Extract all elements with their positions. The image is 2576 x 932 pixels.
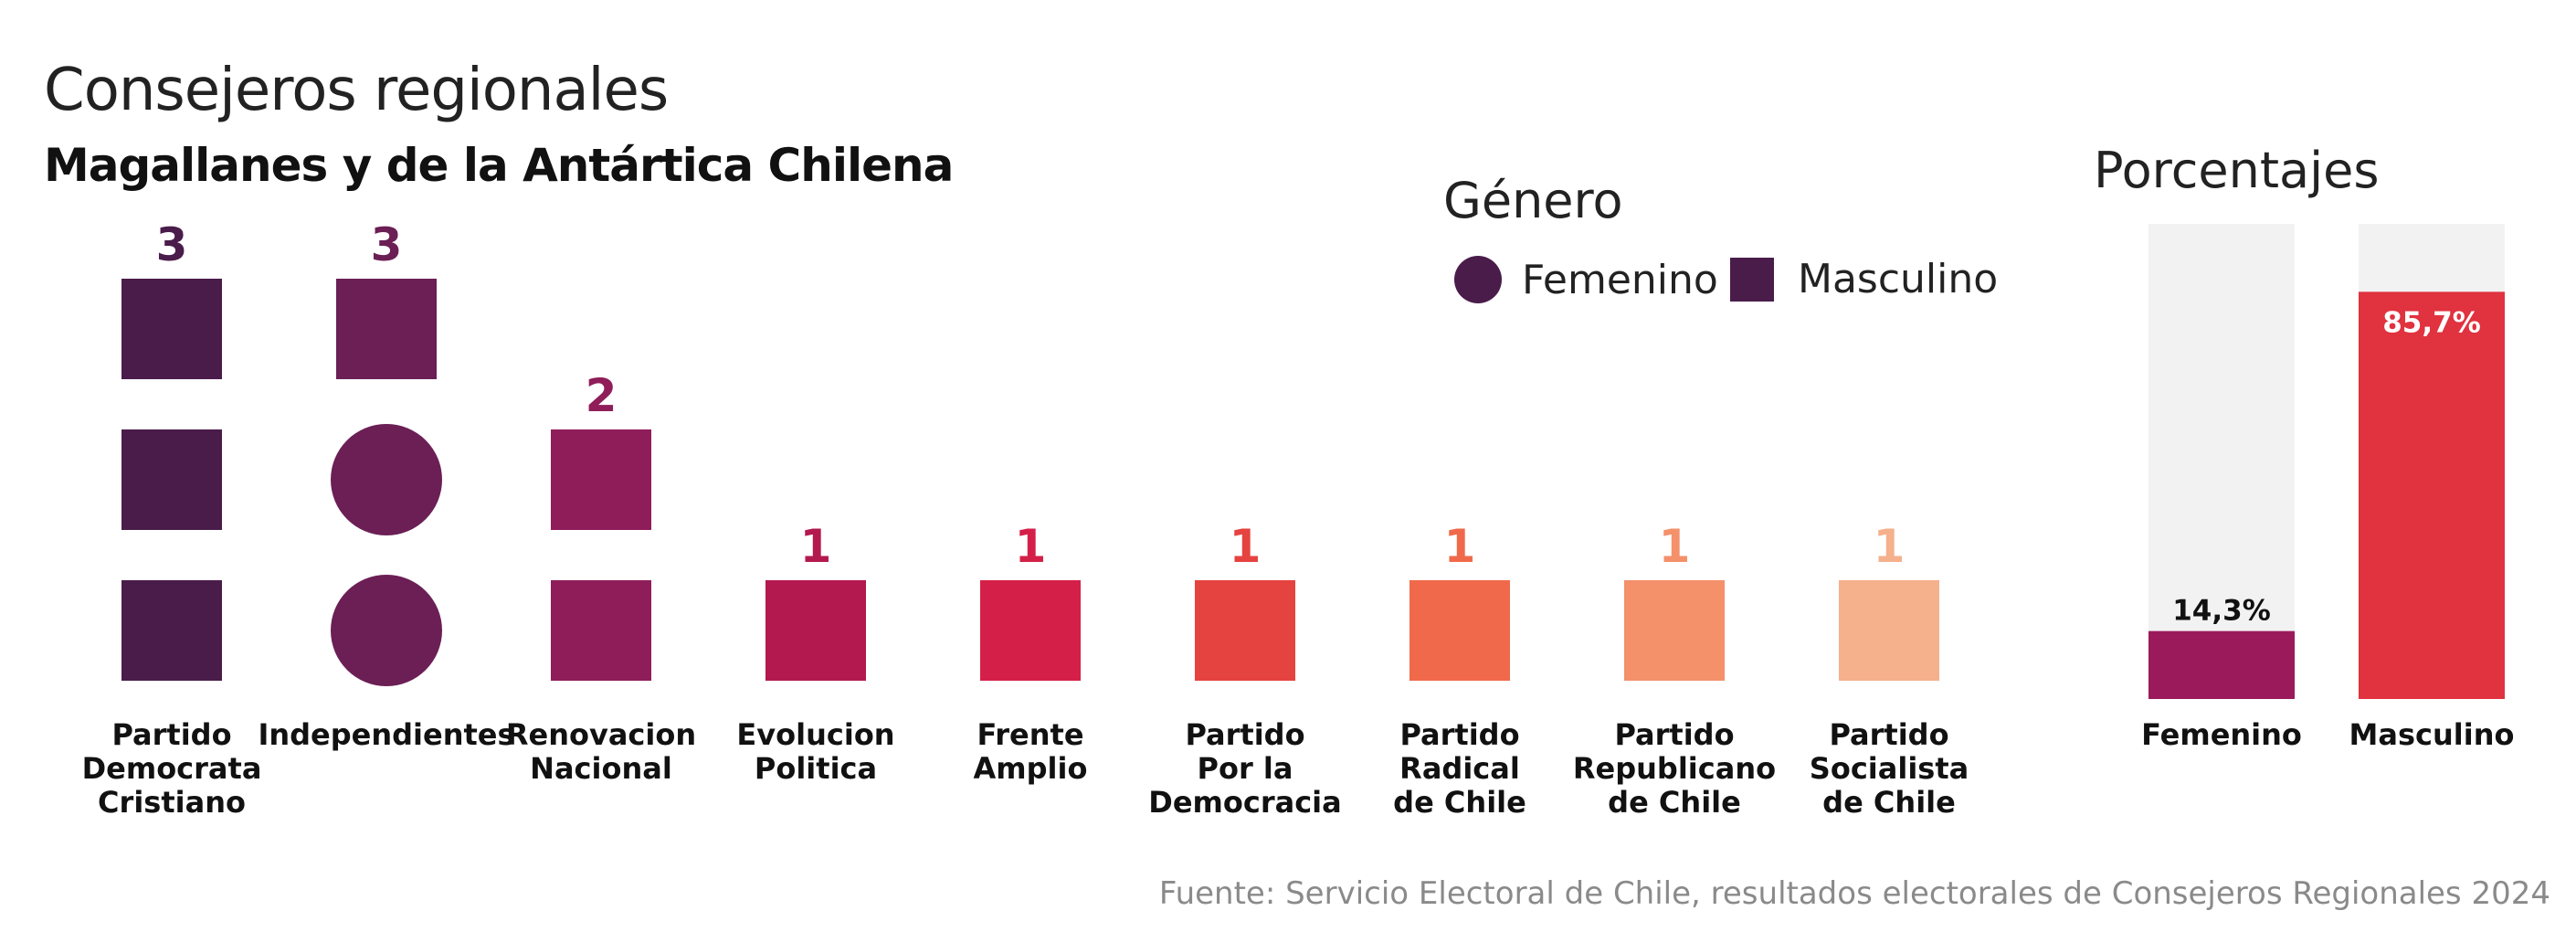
category-label-8-0: Partido: [1829, 717, 1948, 752]
category-label-0-2: Cristiano: [98, 785, 246, 820]
source-note: Fuente: Servicio Electoral de Chile, res…: [1158, 875, 2550, 912]
count-label-0: 3: [156, 218, 188, 271]
percent-category-label-0: Femenino: [2141, 717, 2302, 752]
unit-circle-1-1: [331, 424, 442, 535]
category-label-6-0: Partido: [1399, 717, 1519, 752]
percent-value-label-0: 14,3%: [2172, 595, 2271, 628]
category-label-8-1: Socialista: [1810, 751, 1969, 786]
category-label-2-1: Nacional: [530, 751, 672, 786]
unit-square-0-2: [121, 580, 222, 681]
unit-square-0-0: [121, 279, 222, 379]
legend-item-masculino: Masculino: [1730, 256, 1998, 302]
count-label-4: 1: [1015, 520, 1047, 573]
count-label-2: 2: [586, 369, 618, 422]
category-label-1-0: Independientes: [258, 717, 514, 752]
unit-square-2-1: [551, 580, 651, 681]
count-label-7: 1: [1659, 520, 1691, 573]
count-label-5: 1: [1230, 520, 1262, 573]
square-icon: [1730, 257, 1774, 302]
unit-square-3-0: [765, 580, 866, 681]
category-label-4-0: Frente: [977, 717, 1083, 752]
percent-panel-title: Porcentajes: [2094, 142, 2380, 199]
unit-circle-1-2: [331, 575, 442, 686]
category-label-3-0: Evolucion: [736, 717, 894, 752]
category-label-0-1: Democrata: [82, 751, 262, 786]
unit-square-6-0: [1409, 580, 1510, 681]
count-label-1: 3: [371, 218, 403, 271]
unit-square-8-0: [1839, 580, 1939, 681]
category-label-6-2: de Chile: [1393, 785, 1526, 820]
category-label-4-1: Amplio: [974, 751, 1088, 786]
category-label-0-0: Partido: [111, 717, 231, 752]
percent-value-label-1: 85,7%: [2382, 306, 2481, 339]
legend-label-femenino: Femenino: [1522, 256, 1718, 303]
legend-label-masculino: Masculino: [1798, 256, 1999, 302]
circle-icon: [1454, 256, 1502, 303]
legend-title: Género: [1443, 172, 1623, 229]
percent-bar-0: [2148, 630, 2295, 699]
category-label-7-1: Republicano: [1573, 751, 1776, 786]
percent-category-label-1: Masculino: [2349, 717, 2515, 752]
category-label-7-0: Partido: [1614, 717, 1734, 752]
unit-square-4-0: [980, 580, 1081, 681]
category-label-8-2: de Chile: [1822, 785, 1956, 820]
category-label-5-1: Por la: [1198, 751, 1293, 786]
category-label-3-1: Politica: [755, 751, 877, 786]
unit-square-7-0: [1624, 580, 1725, 681]
category-label-5-2: Democracia: [1148, 785, 1341, 820]
legend-item-femenino: Femenino: [1454, 256, 1718, 303]
count-label-8: 1: [1874, 520, 1906, 573]
percent-bar-1: [2359, 291, 2505, 699]
category-label-2-0: Renovacion: [506, 717, 696, 752]
count-label-3: 1: [800, 520, 832, 573]
chart-subtitle: Magallanes y de la Antártica Chilena: [44, 139, 954, 192]
unit-square-5-0: [1195, 580, 1295, 681]
unit-square-0-1: [121, 429, 222, 530]
count-label-6: 1: [1444, 520, 1476, 573]
chart-title: Consejeros regionales: [44, 57, 669, 124]
percent-bar-bg-0: [2148, 224, 2295, 699]
unit-square-1-0: [336, 279, 437, 379]
category-label-7-2: de Chile: [1608, 785, 1741, 820]
category-label-5-0: Partido: [1185, 717, 1304, 752]
category-label-6-1: Radical: [1399, 751, 1520, 786]
unit-square-2-0: [551, 429, 651, 530]
